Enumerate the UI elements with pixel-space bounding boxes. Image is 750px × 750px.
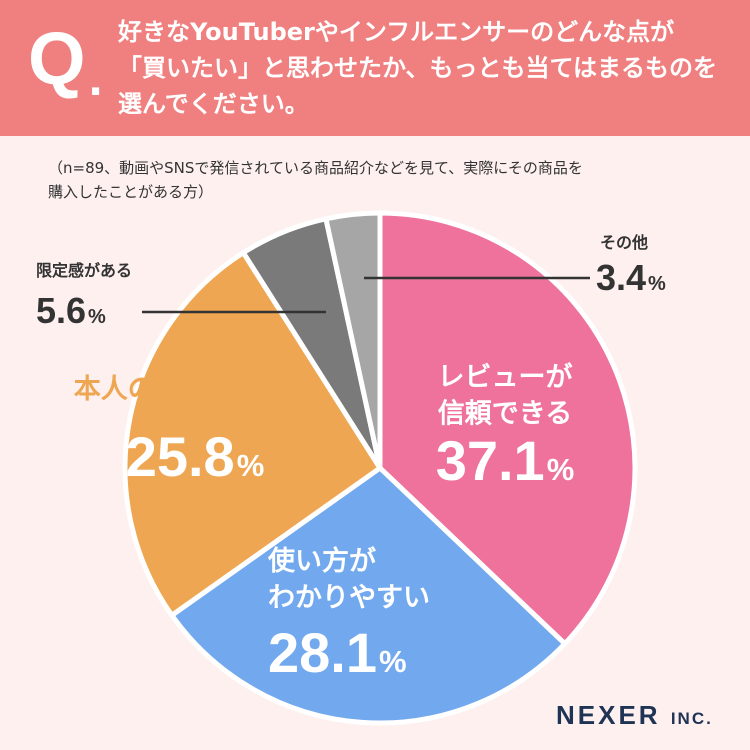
slice-value-unit: % [237,448,265,483]
pie-slice [377,210,638,647]
slice-value-unit: % [379,644,407,679]
slice-label: レビューが信頼できる [438,361,573,429]
slice-value-label: 25.8% [126,425,265,488]
slice-value-label: 5.6% [36,290,106,331]
slice-label-line: 本人のセンスが好き [74,373,316,405]
company-logo: NEXER INC. [556,700,713,731]
question-text: 好きなYouTuberやインフルエンサーのどんな点が 「買いたい」と思わせたか、… [118,14,738,122]
slice-label-line: レビューが [438,361,573,393]
slice-value-unit: % [88,306,106,328]
pie-slice [169,465,568,726]
slice-value-unit: % [547,452,575,487]
slice-value-number: 25.8 [126,425,235,488]
slice-label: その他 [600,233,648,252]
slice-value-label: 3.4% [596,257,666,298]
sample-note-line: （n=89、動画やSNSで発信されている商品紹介などを見て、実際にその商品を [48,159,583,177]
logo-name: NEXER [556,700,661,730]
question-line: 「買いたい」と思わせたか、もっとも当てはまるものを [118,54,718,82]
question-line: 好きなYouTuberやインフルエンサーのどんな点が [118,18,675,46]
slice-value-label: 28.1% [268,621,407,684]
slice-label: 限定感がある [36,261,132,280]
slice-label-line: わかりやすい [268,582,430,613]
slice-value-unit: % [648,273,666,295]
sample-note-line: 購入したことがある方） [48,183,214,201]
question-mark-dot: . [88,59,104,105]
slice-label-line: 信頼できる [438,398,572,429]
slice-value-label: 37.1% [436,429,575,492]
slice-value-number: 28.1 [268,621,377,684]
pie-slice [122,250,383,618]
question-line: 選んでください。 [118,90,309,118]
slice-value-number: 5.6 [36,290,86,331]
slice-label-line: 限定感がある [36,261,132,280]
slice-label: 本人のセンスが好き [74,373,316,405]
slice-label-line: その他 [600,233,648,252]
slice-value-number: 3.4 [596,257,646,298]
slice-label: 使い方がわかりやすい [267,545,430,613]
slice-value-number: 37.1 [436,429,545,492]
question-banner: Q . 好きなYouTuberやインフルエンサーのどんな点が 「買いたい」と思わ… [0,0,750,136]
question-mark-letter: Q [28,17,86,100]
slice-label-line: 使い方が [267,545,376,577]
logo-suffix: INC. [670,709,713,728]
sample-note: （n=89、動画やSNSで発信されている商品紹介などを見て、実際にその商品を 購… [48,156,728,204]
